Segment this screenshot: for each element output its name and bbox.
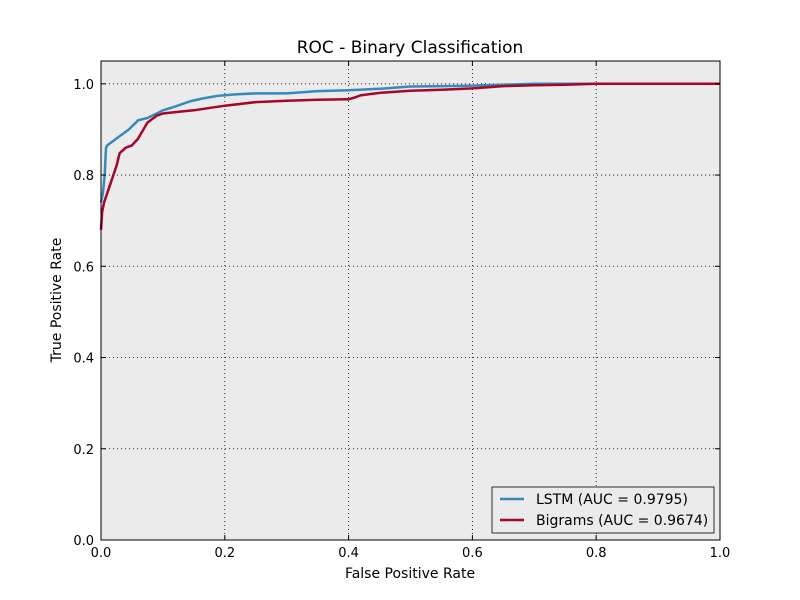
- y-tick-label: 0.6: [73, 260, 94, 275]
- x-tick-label: 1.0: [710, 546, 731, 561]
- series-line-bigrams: [99, 82, 720, 230]
- x-tick-label: 0.6: [462, 546, 483, 561]
- x-tick-label: 0.8: [586, 546, 607, 561]
- y-tick-label: 0.2: [73, 443, 94, 458]
- series-line-lstm: [99, 82, 720, 203]
- y-tick-label: 0.4: [73, 352, 94, 367]
- x-tick-label: 0.2: [214, 546, 235, 561]
- legend-box: [491, 486, 715, 534]
- y-tick-label: 1.0: [73, 78, 94, 93]
- legend-label-bigrams: Bigrams (AUC = 0.9674): [536, 513, 708, 529]
- chart-title: ROC - Binary Classification: [297, 38, 524, 58]
- plot-border: [100, 60, 721, 541]
- legend-label-lstm: LSTM (AUC = 0.9795): [536, 492, 688, 508]
- x-axis-label: False Positive Rate: [345, 566, 475, 582]
- axis-ticks: 0.0 0.2 0.4 0.6 0.8 1.0 0.0 0.2 0.4 0.6 0.8 1.0: [73, 61, 730, 561]
- y-axis-label: True Positive Rate: [49, 238, 65, 364]
- legend: LSTM (AUC = 0.9795) Bigrams (AUC = 0.967…: [491, 486, 715, 534]
- y-tick-label: 0.0: [73, 534, 94, 549]
- x-tick-label: 0.0: [91, 546, 112, 561]
- x-tick-label: 0.4: [338, 546, 359, 561]
- plot-area: [100, 60, 721, 541]
- series-layer: [99, 82, 720, 230]
- y-tick-label: 0.8: [73, 169, 94, 184]
